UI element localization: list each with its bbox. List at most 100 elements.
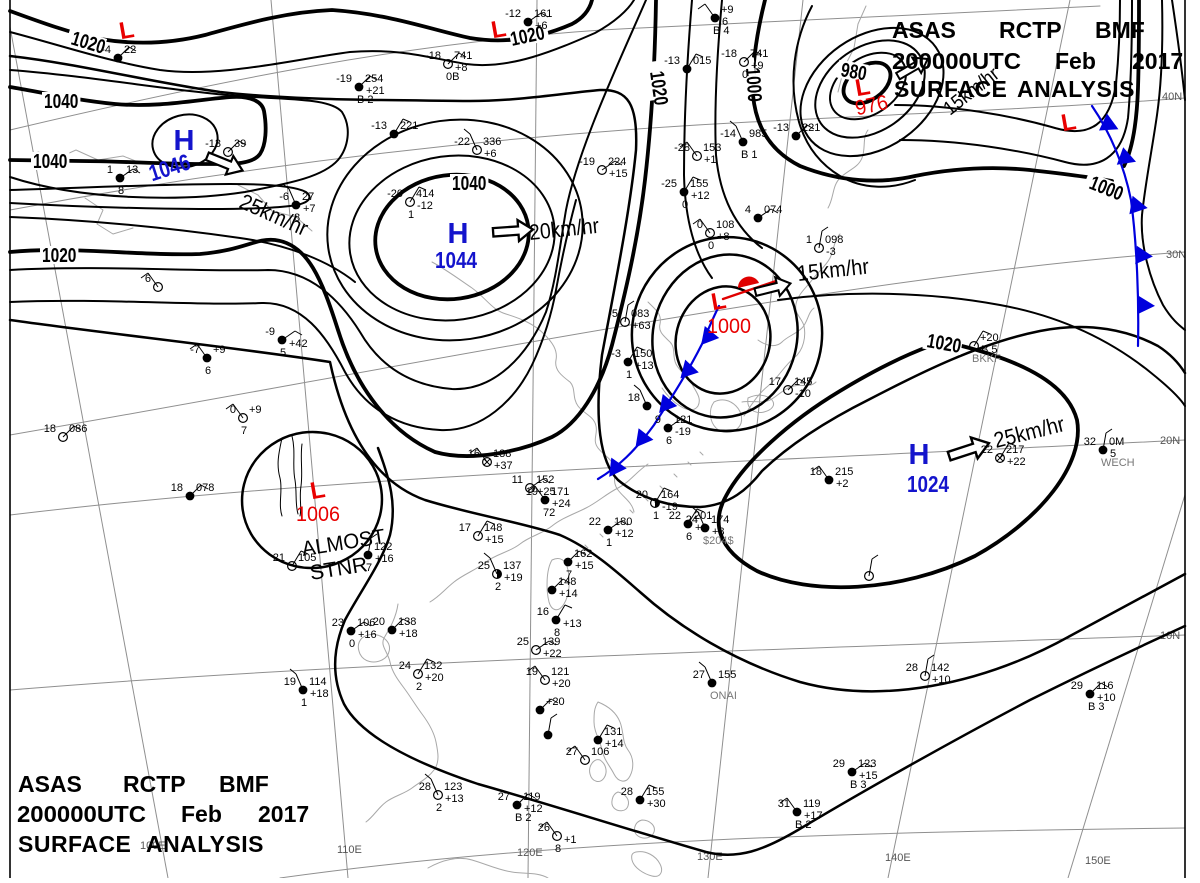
svg-text:121: 121	[551, 666, 569, 678]
svg-text:31: 31	[778, 798, 790, 810]
svg-text:174: 174	[711, 514, 729, 526]
svg-text:+14: +14	[605, 738, 624, 750]
svg-text:-19: -19	[336, 73, 352, 85]
svg-text:+24: +24	[552, 498, 571, 510]
svg-text:1: 1	[653, 510, 659, 522]
svg-text:+1: +1	[564, 834, 577, 846]
svg-text:8: 8	[554, 627, 560, 639]
svg-text:336: 336	[483, 136, 501, 148]
svg-text:23: 23	[332, 617, 344, 629]
svg-text:9: 9	[655, 414, 661, 426]
svg-text:+13: +13	[563, 618, 582, 630]
svg-text:1000: 1000	[741, 67, 765, 103]
svg-text:L: L	[1059, 108, 1078, 137]
svg-text:22: 22	[589, 516, 601, 528]
svg-text:741: 741	[750, 48, 768, 60]
svg-text:200000UTC: 200000UTC	[17, 801, 146, 827]
svg-text:H: H	[448, 218, 469, 250]
svg-text:180: 180	[614, 516, 632, 528]
svg-text:26: 26	[538, 822, 550, 834]
svg-text:6: 6	[722, 16, 728, 28]
svg-text:27: 27	[566, 746, 578, 758]
svg-text:0: 0	[742, 69, 748, 81]
svg-text:7: 7	[566, 569, 572, 581]
svg-text:119: 119	[523, 791, 541, 803]
svg-text:B 2: B 2	[795, 819, 812, 831]
svg-text:-9: -9	[265, 326, 275, 338]
svg-text:1040: 1040	[44, 91, 78, 113]
svg-text:1040: 1040	[452, 173, 486, 195]
svg-text:28: 28	[419, 781, 431, 793]
svg-text:18: 18	[810, 466, 822, 478]
svg-text:+16: +16	[375, 553, 394, 565]
svg-text:19: 19	[284, 676, 296, 688]
svg-text:B 4: B 4	[713, 25, 730, 37]
svg-text:2: 2	[436, 802, 442, 814]
svg-text:123: 123	[858, 758, 876, 770]
svg-text:+42: +42	[289, 338, 308, 350]
svg-text:28: 28	[906, 662, 918, 674]
svg-text:28: 28	[621, 786, 633, 798]
svg-text:18: 18	[44, 423, 56, 435]
svg-text:5: 5	[280, 347, 286, 359]
svg-text:741: 741	[454, 50, 472, 62]
svg-text:138: 138	[493, 448, 511, 460]
svg-text:086: 086	[69, 423, 87, 435]
svg-text:0: 0	[230, 404, 236, 416]
svg-text:29: 29	[1071, 680, 1083, 692]
svg-text:200000UTC: 200000UTC	[892, 48, 1021, 74]
svg-text:131: 131	[604, 726, 622, 738]
svg-text:2: 2	[416, 681, 422, 693]
svg-text:10N: 10N	[1160, 630, 1180, 642]
svg-text:18: 18	[171, 482, 183, 494]
svg-text:-28: -28	[674, 142, 690, 154]
svg-text:39: 39	[234, 138, 246, 150]
svg-text:6: 6	[686, 531, 692, 543]
svg-text:150: 150	[634, 348, 652, 360]
svg-text:22: 22	[669, 510, 681, 522]
svg-text:121: 121	[674, 414, 692, 426]
svg-text:-13: -13	[205, 138, 221, 150]
svg-text:+13: +13	[445, 793, 464, 805]
svg-text:B 3: B 3	[850, 779, 867, 791]
svg-text:32: 32	[1084, 436, 1096, 448]
svg-text:015: 015	[693, 55, 711, 67]
svg-text:1020: 1020	[645, 70, 672, 107]
svg-text:L: L	[117, 16, 136, 45]
svg-text:1040: 1040	[33, 151, 67, 173]
svg-text:119: 119	[803, 798, 821, 810]
svg-text:114: 114	[309, 676, 327, 688]
svg-text:+9: +9	[213, 344, 226, 356]
svg-text:B 1: B 1	[741, 149, 758, 161]
svg-text:148: 148	[484, 522, 502, 534]
svg-text:-25: -25	[661, 178, 677, 190]
svg-text:106: 106	[357, 617, 375, 629]
svg-text:074: 074	[764, 204, 782, 216]
svg-text:215: 215	[835, 466, 853, 478]
svg-text:155: 155	[646, 786, 664, 798]
svg-text:-22: -22	[454, 136, 470, 148]
svg-text:1020: 1020	[42, 245, 76, 267]
svg-text:SURFACE: SURFACE	[894, 76, 1007, 102]
svg-text:155: 155	[718, 669, 736, 681]
svg-text:H: H	[174, 125, 195, 157]
svg-text:-18: -18	[721, 48, 737, 60]
svg-text:+22: +22	[1007, 456, 1026, 468]
svg-text:6: 6	[145, 273, 151, 285]
svg-text:106: 106	[591, 746, 609, 758]
svg-text:+10: +10	[932, 674, 951, 686]
svg-text:L: L	[853, 73, 872, 102]
svg-text:27: 27	[302, 191, 314, 203]
svg-text:142: 142	[931, 662, 949, 674]
svg-text:RCTP: RCTP	[999, 17, 1062, 43]
svg-text:254: 254	[365, 73, 383, 85]
svg-text:+16: +16	[358, 629, 377, 641]
svg-text:20N: 20N	[1160, 435, 1180, 447]
svg-text:+22: +22	[543, 648, 562, 660]
svg-text:18: 18	[628, 392, 640, 404]
svg-text:ANALYSIS: ANALYSIS	[146, 831, 264, 857]
svg-text:+9: +9	[249, 404, 262, 416]
svg-text:13: 13	[126, 164, 138, 176]
svg-text:+30: +30	[647, 798, 666, 810]
svg-text:+20: +20	[425, 672, 444, 684]
